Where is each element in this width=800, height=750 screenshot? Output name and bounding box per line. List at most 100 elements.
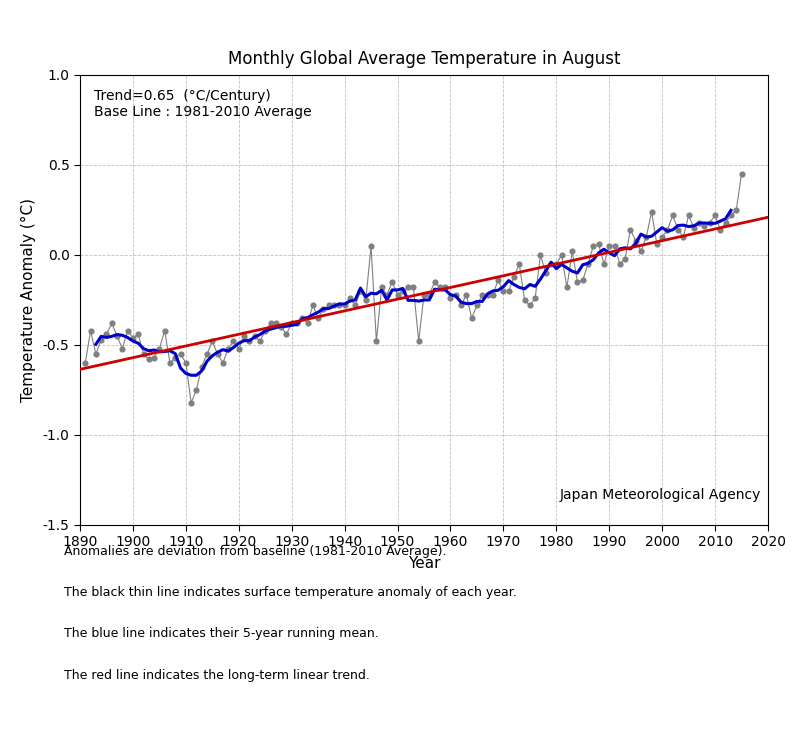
Point bbox=[571, 276, 584, 288]
Point bbox=[190, 384, 203, 396]
Point bbox=[677, 231, 690, 243]
Point bbox=[259, 325, 272, 337]
Point bbox=[286, 317, 298, 329]
Point bbox=[624, 224, 637, 236]
Point bbox=[698, 220, 711, 232]
Point bbox=[195, 361, 208, 373]
Point bbox=[343, 292, 356, 304]
Point bbox=[476, 289, 489, 301]
Text: The black thin line indicates surface temperature anomaly of each year.: The black thin line indicates surface te… bbox=[64, 586, 517, 599]
Point bbox=[592, 238, 605, 250]
Point bbox=[603, 240, 616, 252]
Point bbox=[116, 343, 129, 355]
Point bbox=[100, 328, 113, 340]
Point bbox=[470, 299, 483, 311]
Point bbox=[163, 357, 176, 369]
Point bbox=[518, 294, 531, 306]
Point bbox=[587, 240, 600, 252]
Point bbox=[333, 299, 346, 311]
Point bbox=[407, 281, 420, 293]
Point bbox=[444, 292, 457, 304]
Point bbox=[656, 231, 669, 243]
Point bbox=[349, 299, 362, 311]
Point bbox=[507, 271, 520, 283]
Point bbox=[466, 312, 478, 324]
Point bbox=[158, 325, 171, 337]
Point bbox=[582, 258, 594, 270]
Point bbox=[359, 294, 372, 306]
Point bbox=[391, 289, 404, 301]
Point bbox=[132, 328, 145, 340]
Point bbox=[274, 321, 287, 333]
Point bbox=[290, 317, 303, 329]
Point bbox=[529, 292, 542, 304]
Point bbox=[248, 330, 261, 342]
Text: The blue line indicates their 5-year running mean.: The blue line indicates their 5-year run… bbox=[64, 628, 378, 640]
Point bbox=[232, 343, 245, 355]
Point bbox=[450, 289, 462, 301]
Point bbox=[502, 285, 515, 297]
Point bbox=[169, 352, 182, 364]
Point bbox=[322, 299, 335, 311]
Point bbox=[423, 289, 436, 301]
Point bbox=[630, 235, 642, 247]
Point bbox=[254, 335, 266, 347]
Point bbox=[454, 299, 467, 311]
Point bbox=[661, 224, 674, 236]
Y-axis label: Temperature Anomaly (°C): Temperature Anomaly (°C) bbox=[21, 198, 36, 402]
Point bbox=[714, 224, 726, 236]
Point bbox=[397, 285, 410, 297]
Point bbox=[280, 328, 293, 340]
Point bbox=[481, 289, 494, 301]
Point bbox=[79, 357, 92, 369]
Point bbox=[126, 332, 139, 344]
Point bbox=[672, 224, 685, 236]
Point bbox=[640, 231, 653, 243]
Point bbox=[174, 348, 187, 360]
Point bbox=[238, 330, 250, 342]
Point bbox=[328, 299, 341, 311]
Point bbox=[719, 217, 732, 229]
Point bbox=[137, 348, 150, 360]
Point bbox=[153, 343, 166, 355]
Point bbox=[264, 317, 277, 329]
Point bbox=[375, 281, 388, 293]
Point bbox=[438, 281, 451, 293]
Point bbox=[566, 245, 578, 257]
Point bbox=[84, 325, 97, 337]
Point bbox=[365, 240, 378, 252]
Point bbox=[513, 258, 526, 270]
Point bbox=[555, 249, 568, 261]
Point bbox=[206, 335, 218, 347]
Point bbox=[539, 267, 552, 279]
Text: Japan Meteorological Agency: Japan Meteorological Agency bbox=[560, 488, 761, 502]
Point bbox=[270, 317, 282, 329]
Point bbox=[534, 249, 547, 261]
Text: Trend=0.65  (°C/Century)
Base Line : 1981-2010 Average: Trend=0.65 (°C/Century) Base Line : 1981… bbox=[94, 88, 311, 118]
Point bbox=[703, 217, 716, 229]
Point bbox=[576, 274, 589, 286]
Point bbox=[148, 352, 161, 364]
Point bbox=[598, 258, 610, 270]
Point bbox=[201, 348, 214, 360]
Point bbox=[354, 285, 367, 297]
Point bbox=[317, 303, 330, 315]
Point bbox=[561, 281, 574, 293]
Point bbox=[306, 299, 319, 311]
Point bbox=[486, 289, 499, 301]
Point bbox=[185, 397, 198, 409]
Point bbox=[227, 335, 240, 347]
Point bbox=[386, 276, 398, 288]
Point bbox=[634, 245, 647, 257]
Point bbox=[312, 312, 325, 324]
Point bbox=[614, 258, 626, 270]
Point bbox=[106, 317, 118, 329]
Point bbox=[179, 357, 192, 369]
Point bbox=[687, 222, 700, 234]
Point bbox=[682, 209, 695, 221]
Point bbox=[693, 217, 706, 229]
Point bbox=[709, 209, 722, 221]
Point bbox=[90, 348, 102, 360]
Point bbox=[735, 168, 748, 180]
Point bbox=[412, 335, 425, 347]
